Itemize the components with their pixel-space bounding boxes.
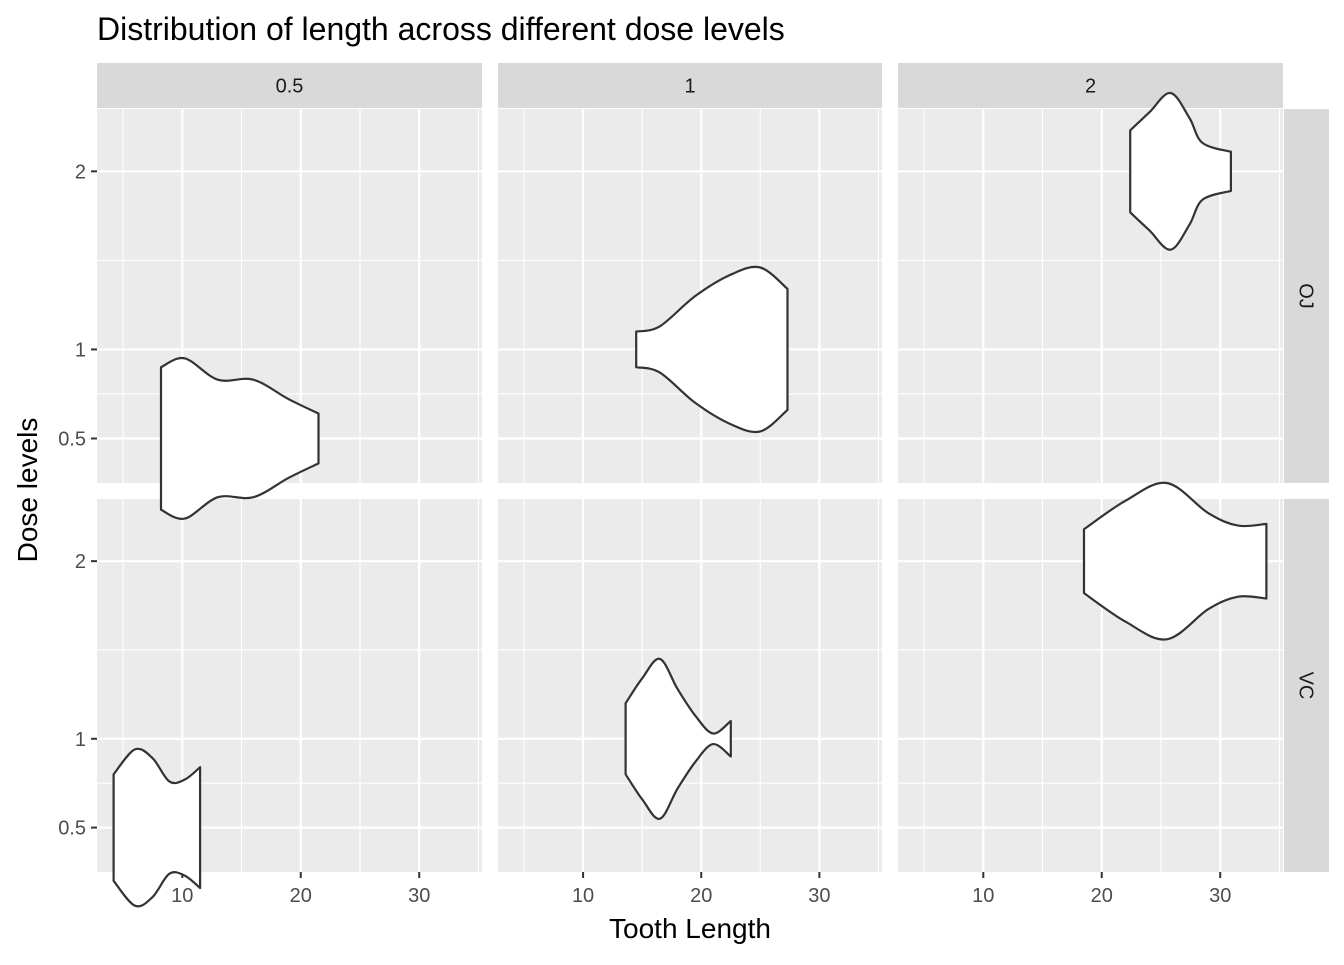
y-tick-label: 0.5 xyxy=(58,818,86,840)
x-tick-label: 10 xyxy=(972,885,994,907)
x-tick-label: 30 xyxy=(808,885,830,907)
x-tick-label: 10 xyxy=(572,885,594,907)
column-strip-label: 1 xyxy=(684,76,695,98)
x-tick-label: 20 xyxy=(290,885,312,907)
y-tick-label: 2 xyxy=(75,161,86,183)
y-tick-label: 2 xyxy=(75,551,86,573)
chart-title: Distribution of length across different … xyxy=(97,11,785,47)
panel-OJ-1 xyxy=(498,109,882,483)
row-strip xyxy=(1284,499,1329,872)
column-strip xyxy=(898,63,1283,108)
column-strip xyxy=(498,63,882,108)
panel-background xyxy=(498,499,882,872)
violin-OJ-1 xyxy=(635,265,789,434)
column-strip-label: 0.5 xyxy=(276,76,304,98)
column-strip-label: 2 xyxy=(1085,76,1096,98)
violin-VC-0.5 xyxy=(112,747,202,908)
violin-OJ-2 xyxy=(1129,91,1232,251)
row-strip xyxy=(1284,109,1329,483)
x-axis-title: Tooth Length xyxy=(609,913,771,944)
violin-VC-2 xyxy=(1082,481,1268,641)
x-tick-label: 30 xyxy=(408,885,430,907)
row-strip-label: OJ xyxy=(1295,283,1317,309)
y-tick-label: 0.5 xyxy=(58,428,86,450)
panel-background xyxy=(498,109,882,483)
x-tick-label: 10 xyxy=(171,885,193,907)
y-axis-title: Dose levels xyxy=(12,418,43,563)
violin-VC-1 xyxy=(624,657,732,820)
panel-VC-1 xyxy=(498,499,882,872)
panels-layer: 0.5 1 2 OJ VC 0.5 1 2 0.5 1 2 10 20 30 10 20 30 10 20 30 xyxy=(58,63,1329,908)
column-strip xyxy=(97,63,482,108)
row-strip-label: VC xyxy=(1295,672,1317,700)
y-tick-label: 1 xyxy=(75,339,86,361)
x-tick-label: 20 xyxy=(690,885,712,907)
x-tick-label: 20 xyxy=(1091,885,1113,907)
y-tick-label: 1 xyxy=(75,729,86,751)
x-tick-label: 30 xyxy=(1209,885,1231,907)
violin-OJ-0.5 xyxy=(159,356,320,520)
